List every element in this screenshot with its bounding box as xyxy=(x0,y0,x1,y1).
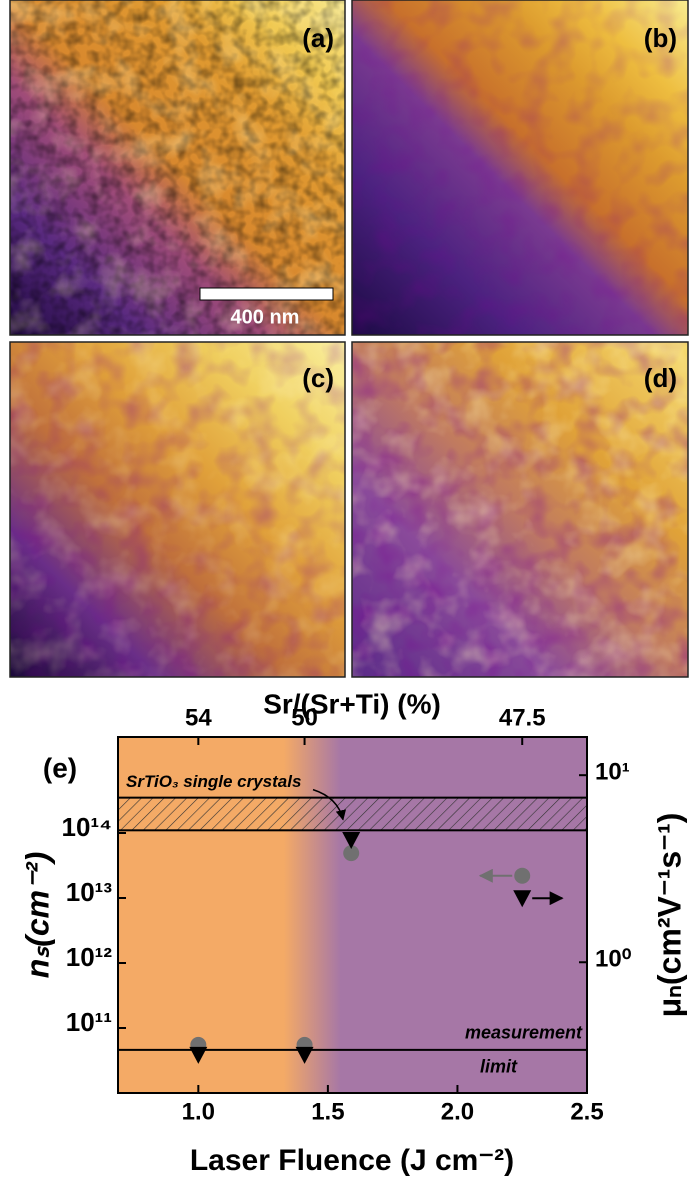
panel-frame xyxy=(351,341,689,678)
panel-label: (e) xyxy=(43,752,77,783)
panel-label: (a) xyxy=(302,23,334,53)
panel-frame xyxy=(9,0,346,336)
panel-b xyxy=(352,0,688,335)
plot-background xyxy=(118,737,587,1093)
y-tick-label: 10¹² xyxy=(66,942,113,972)
top-axis-title: Sr/(Sr+Ti) (%) xyxy=(263,688,441,719)
panel-frame xyxy=(9,341,346,678)
data-point xyxy=(295,1046,314,1064)
x2-tick-label: 54 xyxy=(185,704,212,731)
data-point xyxy=(343,845,360,862)
y2-tick-label: 10⁰ xyxy=(595,946,632,973)
panel-label: (b) xyxy=(644,23,677,53)
scale-bar xyxy=(199,287,334,301)
panel-label: (d) xyxy=(644,363,677,393)
x2-tick-label: 50 xyxy=(291,704,318,731)
band-label: SrTiO₃ single crystals xyxy=(126,772,301,791)
y-tick-label: 10¹⁴ xyxy=(62,812,112,842)
y2-tick-label: 10¹ xyxy=(595,759,630,786)
y-tick-label: 10¹¹ xyxy=(66,1007,112,1037)
data-point xyxy=(189,1046,208,1064)
x-tick-label: 2.0 xyxy=(441,1098,474,1125)
scale-bar-label: 400 nm xyxy=(231,306,300,328)
panel-label: (c) xyxy=(302,363,334,393)
y-tick-label: 10¹³ xyxy=(66,877,113,907)
panel-a xyxy=(10,0,345,335)
data-point xyxy=(342,832,361,850)
chart: Sr/(Sr+Ti) (%) (e) Laser Fluence (J cm⁻²… xyxy=(19,688,687,1177)
data-point xyxy=(513,890,532,908)
y-axis-title: nₛ(cm⁻²) xyxy=(19,852,55,979)
x-axis-title: Laser Fluence (J cm⁻²) xyxy=(190,1144,514,1177)
plot-frame xyxy=(117,736,588,1094)
x2-tick-label: 47.5 xyxy=(499,704,546,731)
y2-axis-title: μₙ(cm²V⁻¹s⁻¹) xyxy=(651,813,687,1018)
x-tick-label: 1.5 xyxy=(311,1098,344,1125)
limit-label: measurement xyxy=(465,1023,583,1043)
panel-c xyxy=(10,342,345,677)
limit-label: limit xyxy=(480,1057,518,1077)
band-arrow xyxy=(312,788,347,821)
panel-frame xyxy=(351,0,689,336)
data-point xyxy=(514,867,531,884)
panel-d xyxy=(352,342,688,677)
x-tick-label: 1.0 xyxy=(182,1098,215,1125)
x-tick-label: 2.5 xyxy=(570,1098,603,1125)
crystal-band xyxy=(117,796,588,832)
